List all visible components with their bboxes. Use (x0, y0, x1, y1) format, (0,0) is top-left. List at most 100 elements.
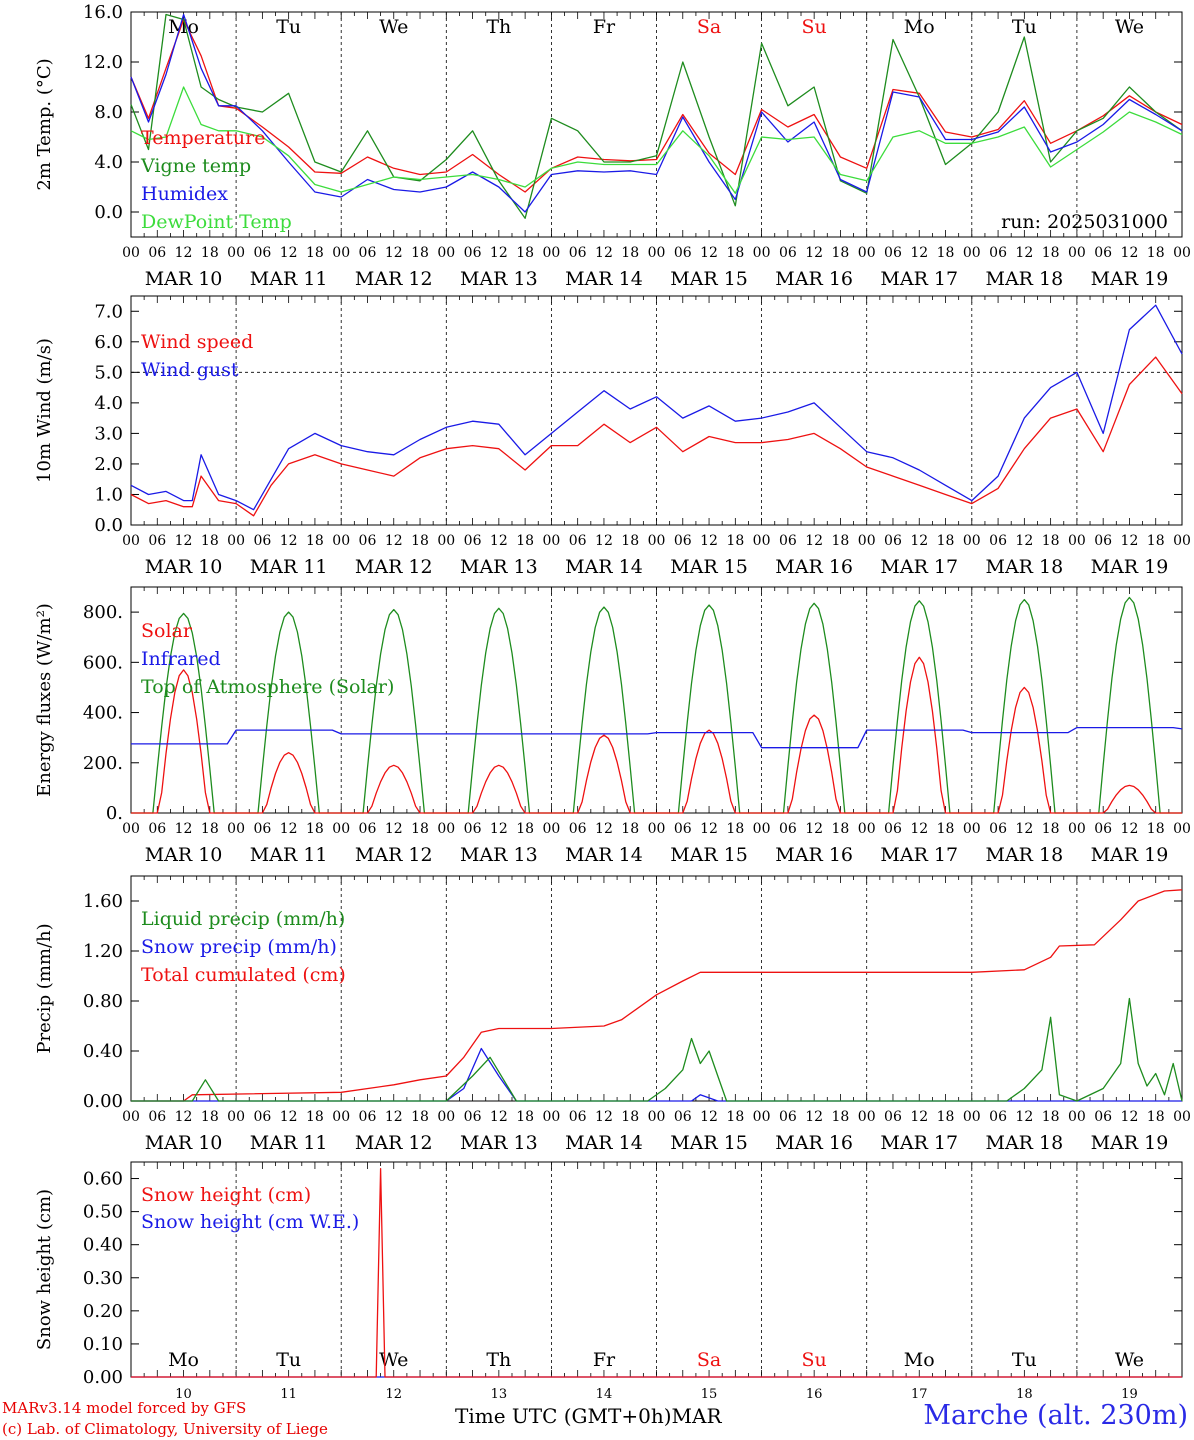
hour-label: 06 (148, 533, 166, 549)
date-label: MAR 17 (880, 556, 958, 578)
hour-label: 18 (832, 1109, 850, 1125)
hour-label: 12 (805, 245, 823, 261)
hour-label: 12 (175, 821, 193, 837)
date-label: MAR 14 (565, 556, 643, 578)
hour-label: 18 (937, 533, 955, 549)
hour-label: 12 (280, 533, 298, 549)
hour-label: 12 (910, 533, 928, 549)
weekday-label: Sa (697, 1349, 721, 1371)
hour-label: 18 (516, 821, 534, 837)
legend-entry: Snow height (cm W.E.) (141, 1211, 359, 1233)
credits-line1: MARv3.14 model forced by GFS (2, 1399, 247, 1417)
date-label: MAR 10 (145, 556, 223, 578)
weekday-label: Tu (276, 16, 301, 38)
hour-label: 00 (437, 821, 455, 837)
hour-label: 00 (648, 1109, 666, 1125)
weekday-label: Mo (168, 16, 199, 38)
hour-label: 18 (937, 821, 955, 837)
hour-label: 06 (359, 1109, 377, 1125)
hour-label: 06 (148, 245, 166, 261)
series-vigne-temp (130, 13, 1183, 219)
legend-entry: Wind gust (141, 359, 239, 381)
hour-label: 00 (122, 821, 140, 837)
hour-label: 00 (542, 533, 560, 549)
hour-label: 12 (700, 1109, 718, 1125)
y-tick-label: 0.00 (83, 1367, 123, 1388)
hour-label: 12 (700, 821, 718, 837)
hour-label: 18 (726, 533, 744, 549)
hour-label: 18 (1042, 245, 1060, 261)
hour-label: 00 (542, 821, 560, 837)
hour-label: 12 (385, 1109, 403, 1125)
date-label: MAR 15 (670, 1132, 748, 1154)
weekday-label: Th (486, 16, 511, 38)
hour-label: 06 (989, 245, 1007, 261)
y-tick-label: 0.20 (83, 1301, 123, 1322)
hour-label: 12 (280, 1109, 298, 1125)
series-temperature (130, 18, 1183, 193)
hour-label: 06 (569, 1109, 587, 1125)
hour-label: 06 (464, 245, 482, 261)
hour-label: 06 (989, 1109, 1007, 1125)
day-number: 11 (280, 1387, 297, 1402)
y-axis-label: Snow height (cm) (34, 1189, 55, 1350)
day-number: 13 (491, 1387, 508, 1402)
date-label: MAR 13 (460, 268, 538, 290)
weekday-label: Tu (1012, 1349, 1037, 1371)
hour-label: 00 (648, 533, 666, 549)
hour-label: 00 (332, 533, 350, 549)
hour-label: 00 (648, 821, 666, 837)
hour-label: 06 (148, 821, 166, 837)
hour-label: 00 (1173, 821, 1191, 837)
hour-label: 06 (464, 821, 482, 837)
day-number: 14 (596, 1387, 613, 1402)
weekday-label: Tu (1012, 16, 1037, 38)
hour-label: 12 (910, 821, 928, 837)
hour-label: 18 (1042, 821, 1060, 837)
hour-label: 00 (1068, 1109, 1086, 1125)
hour-label: 12 (490, 821, 508, 837)
hour-label: 06 (253, 245, 271, 261)
hour-label: 12 (175, 1109, 193, 1125)
legend-entry: Top of Atmosphere (Solar) (141, 676, 394, 698)
hour-label: 18 (726, 1109, 744, 1125)
hour-label: 00 (1068, 245, 1086, 261)
panel-frame (130, 11, 1183, 238)
hour-label: 12 (595, 1109, 613, 1125)
y-tick-label: 0.00 (83, 1091, 123, 1112)
series-wind-gust (130, 304, 1183, 511)
hour-label: 18 (306, 1109, 324, 1125)
hour-label: 00 (648, 245, 666, 261)
date-label: MAR 16 (775, 1132, 853, 1154)
y-tick-label: 2.0 (94, 454, 123, 475)
hour-label: 06 (1094, 821, 1112, 837)
day-number: 19 (1121, 1387, 1138, 1402)
weekday-label: We (1115, 16, 1144, 38)
date-label: MAR 16 (775, 556, 853, 578)
y-tick-label: 800. (83, 602, 123, 623)
series-liquid-precip-mm-h- (131, 997, 1183, 1102)
hour-label: 12 (385, 533, 403, 549)
legend-entry: Snow height (cm) (141, 1184, 311, 1206)
hour-label: 00 (858, 1109, 876, 1125)
hour-label: 00 (1068, 533, 1086, 549)
y-tick-label: 7.0 (94, 301, 123, 322)
hour-label: 06 (989, 533, 1007, 549)
y-tick-label: 4.0 (94, 152, 123, 173)
hour-label: 00 (437, 533, 455, 549)
date-label: MAR 14 (565, 844, 643, 866)
hour-label: 00 (753, 533, 771, 549)
day-number: 17 (911, 1387, 928, 1402)
hour-label: 06 (359, 533, 377, 549)
date-label: MAR 17 (880, 844, 958, 866)
weekday-label: Mo (904, 16, 935, 38)
y-tick-label: 200. (83, 753, 123, 774)
hour-label: 18 (201, 245, 219, 261)
hour-label: 06 (1094, 1109, 1112, 1125)
date-label: MAR 13 (460, 556, 538, 578)
hour-label: 12 (1121, 1109, 1139, 1125)
hour-label: 18 (726, 245, 744, 261)
date-label: MAR 19 (1091, 556, 1169, 578)
y-tick-label: 0.0 (94, 202, 123, 223)
series-wind-speed (130, 356, 1183, 517)
